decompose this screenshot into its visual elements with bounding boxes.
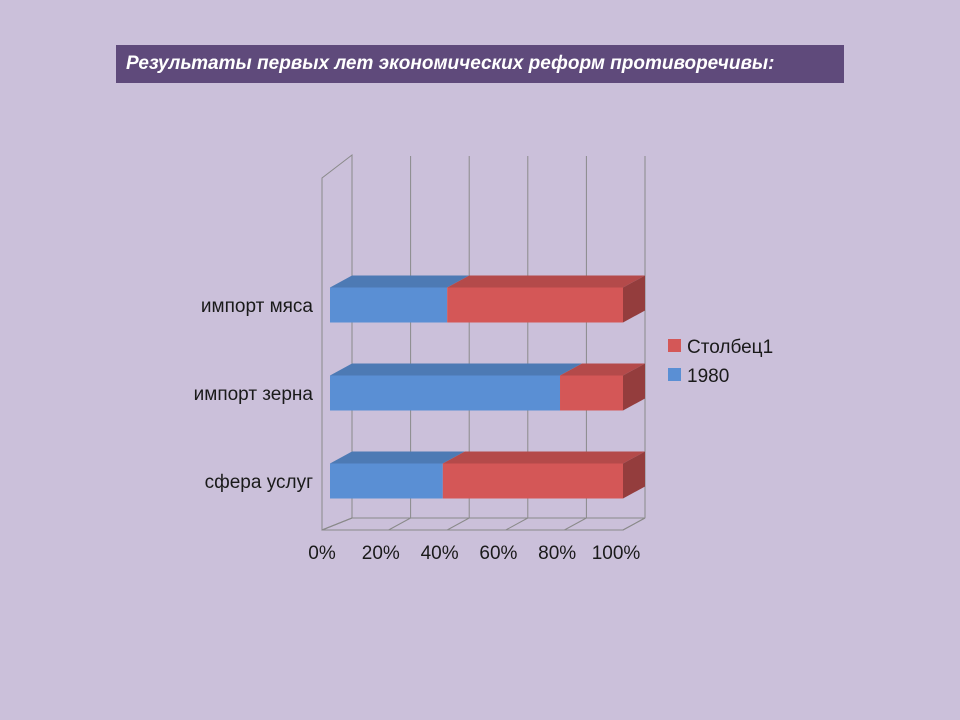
x-tick-label: 80% bbox=[538, 543, 576, 564]
x-tick-label: 60% bbox=[479, 543, 517, 564]
slide-title-banner: Результаты первых лет экономических рефо… bbox=[116, 45, 844, 83]
chart-legend: Столбец1 1980 bbox=[668, 337, 773, 387]
bar-segment-1980-2 bbox=[330, 275, 470, 323]
chart-bars bbox=[330, 275, 645, 499]
category-label: импорт мяса bbox=[201, 296, 314, 317]
bar-top bbox=[330, 275, 470, 288]
legend-swatch bbox=[668, 368, 681, 381]
bar-front bbox=[560, 375, 623, 411]
bar-front bbox=[330, 287, 448, 323]
legend-label: Столбец1 bbox=[687, 337, 773, 358]
bar-segment-Столбец1-1 bbox=[560, 363, 645, 411]
bar-segment-1980-0 bbox=[330, 451, 465, 499]
bar-segment-Столбец1-2 bbox=[447, 275, 645, 323]
floor-gridline bbox=[622, 517, 646, 531]
x-tick-label: 0% bbox=[308, 543, 336, 564]
bar-side bbox=[623, 363, 645, 411]
category-label: сфера услуг bbox=[205, 472, 313, 493]
bar-top bbox=[560, 363, 645, 376]
bar-front bbox=[330, 463, 443, 499]
floor-gridline bbox=[564, 517, 587, 531]
bar-front bbox=[442, 463, 623, 499]
x-tick-label: 100% bbox=[592, 543, 641, 564]
floor-gridline bbox=[321, 517, 353, 531]
legend-item: Столбец1 bbox=[668, 337, 773, 358]
category-label: импорт зерна bbox=[194, 384, 314, 405]
chart-floor bbox=[321, 517, 646, 531]
bar-segment-Столбец1-0 bbox=[442, 451, 645, 499]
bar-front bbox=[447, 287, 623, 323]
bar-side bbox=[623, 275, 645, 323]
x-tick-label: 40% bbox=[421, 543, 459, 564]
bar-segment-1980-1 bbox=[330, 363, 583, 411]
legend-item: 1980 bbox=[668, 366, 729, 387]
category-labels: сфера услуг импорт зерна импорт мяса bbox=[194, 296, 314, 493]
x-tick-label: 20% bbox=[362, 543, 400, 564]
legend-swatch bbox=[668, 339, 681, 352]
slide-title: Результаты первых лет экономических рефо… bbox=[126, 53, 775, 74]
floor-gridline bbox=[446, 517, 470, 531]
bar-top bbox=[330, 363, 583, 376]
floor-gridline bbox=[388, 517, 411, 531]
bar-top bbox=[447, 275, 645, 288]
floor-gridline bbox=[505, 517, 529, 531]
legend-label: 1980 bbox=[687, 366, 729, 387]
bar-top bbox=[442, 451, 645, 464]
bar-side bbox=[623, 451, 645, 499]
bar-top bbox=[330, 451, 465, 464]
x-axis-ticks: 0% 20% 40% 60% 80% 100% bbox=[308, 543, 640, 564]
bar-front bbox=[330, 375, 561, 411]
